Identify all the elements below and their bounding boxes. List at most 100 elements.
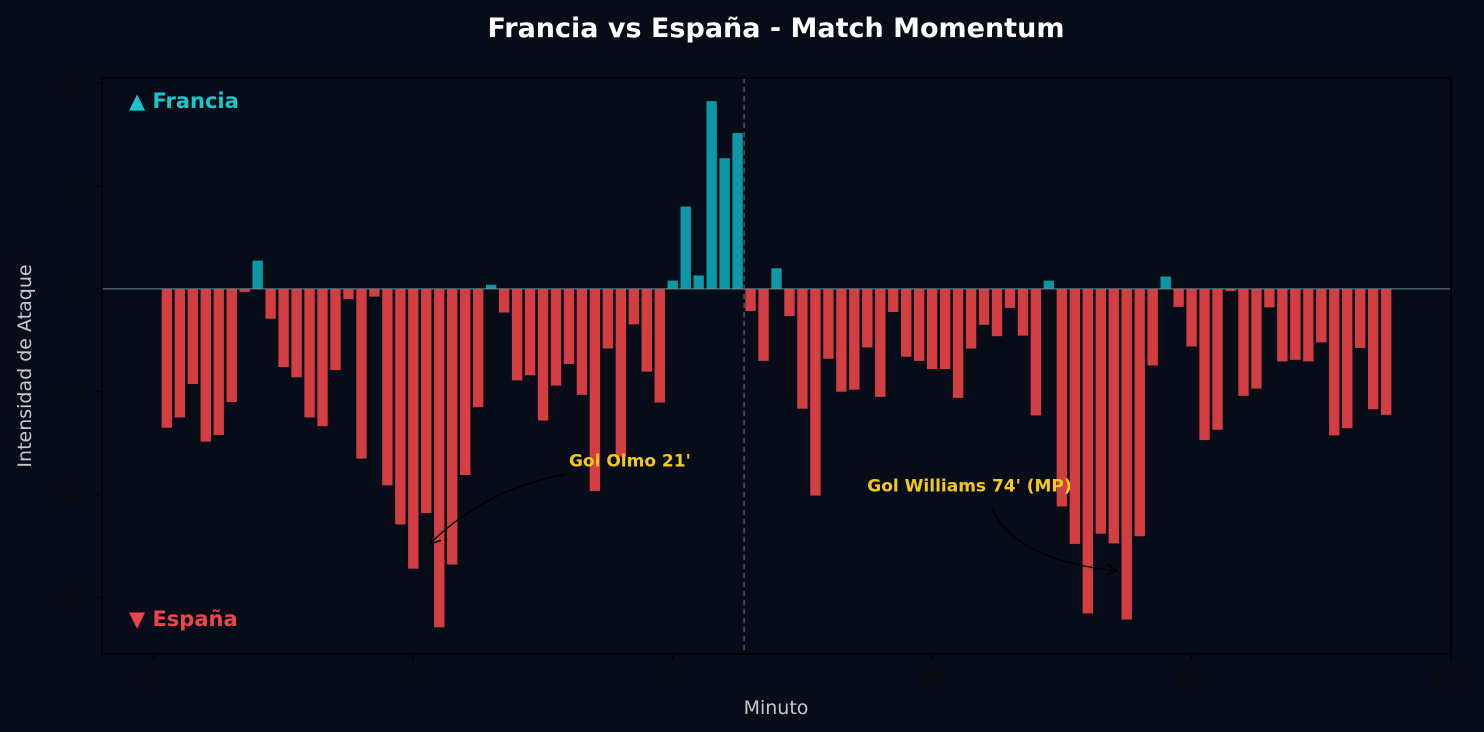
bar-minute-74 <box>1108 288 1119 544</box>
annotation-arrow-1 <box>991 509 1116 570</box>
bar-minute-60 <box>926 288 938 370</box>
bar-minute-24 <box>460 288 471 476</box>
bar-minute-76 <box>1134 288 1145 537</box>
bar-minute-9 <box>265 288 276 319</box>
bar-minute-22 <box>434 288 445 628</box>
bar-minute-87 <box>1277 288 1288 362</box>
bar-minute-69 <box>1043 280 1055 289</box>
annotations-group: Gol Olmo 21' Gol Williams 74' (MP) <box>430 451 1116 570</box>
bar-minute-92 <box>1342 288 1353 429</box>
bar-minute-78 <box>1160 276 1171 289</box>
bar-minute-58 <box>901 288 912 357</box>
legend-francia: ▲ Francia <box>129 89 239 113</box>
bar-minute-61 <box>939 288 951 370</box>
bar-minute-36 <box>615 288 627 457</box>
bars-group <box>161 101 1392 628</box>
bar-minute-95 <box>1380 288 1392 415</box>
bar-minute-85 <box>1251 288 1262 389</box>
annotation-label-0: Gol Olmo 21' <box>569 451 691 471</box>
bar-minute-35 <box>602 288 614 349</box>
bar-minute-1 <box>161 288 173 428</box>
bar-minute-16 <box>356 288 367 459</box>
bar-minute-28 <box>511 288 523 381</box>
bar-minute-15 <box>343 288 354 300</box>
bar-minute-39 <box>654 288 665 403</box>
bar-minute-31 <box>550 288 562 386</box>
bar-minute-88 <box>1290 288 1301 360</box>
annotation-arrow-0 <box>430 473 566 543</box>
bar-minute-86 <box>1264 288 1275 308</box>
x-tick-label-20: 20 <box>401 668 425 690</box>
bar-minute-13 <box>317 288 328 427</box>
bar-minute-27 <box>498 288 510 313</box>
y-tick-label--20: −20 <box>50 382 90 404</box>
bar-minute-71 <box>1069 288 1081 544</box>
bar-minute-32 <box>563 288 575 364</box>
bar-minute-19 <box>395 288 406 525</box>
bar-minute-4 <box>200 288 211 442</box>
y-tick-label-20: 20 <box>66 176 90 198</box>
bar-minute-49 <box>784 288 795 317</box>
bar-minute-56 <box>875 288 886 397</box>
y-tick-label--60: −60 <box>50 587 90 609</box>
chart-title: Francia vs España - Match Momentum <box>488 13 1065 44</box>
bar-minute-65 <box>991 288 1003 337</box>
bar-minute-23 <box>447 288 458 565</box>
x-tick-label-0: 0 <box>148 668 160 690</box>
bar-minute-8 <box>252 260 263 289</box>
bar-minute-38 <box>641 288 652 372</box>
legend-espana: ▼ España <box>129 607 238 631</box>
bar-minute-91 <box>1329 288 1340 436</box>
x-tick-label-40: 40 <box>661 668 685 690</box>
bar-minute-43 <box>706 101 717 289</box>
bar-minute-81 <box>1199 288 1210 441</box>
bar-minute-34 <box>589 288 601 491</box>
bar-minute-80 <box>1186 288 1197 347</box>
bar-minute-33 <box>576 288 588 395</box>
bar-minute-94 <box>1367 288 1379 410</box>
plot-frame <box>101 77 1452 655</box>
bar-minute-20 <box>408 288 419 569</box>
bar-minute-44 <box>719 158 730 289</box>
bar-minute-45 <box>732 133 743 289</box>
bar-minute-83 <box>1225 288 1236 291</box>
bar-minute-62 <box>952 288 964 398</box>
bar-minute-46 <box>745 288 756 311</box>
bar-minute-55 <box>862 288 873 348</box>
bar-minute-77 <box>1147 288 1158 366</box>
bar-minute-42 <box>693 275 704 289</box>
bar-minute-68 <box>1030 288 1042 416</box>
axis-ticks: 0 20 40 60 80 100 −60 −40 −20 0 20 40 <box>50 73 1469 690</box>
bar-minute-11 <box>291 288 302 378</box>
y-tick-label-40: 40 <box>66 73 90 95</box>
bar-minute-67 <box>1017 288 1029 336</box>
bar-minute-89 <box>1303 288 1314 362</box>
bar-minute-17 <box>369 288 380 297</box>
bar-minute-30 <box>537 288 549 421</box>
bar-minute-84 <box>1238 288 1249 396</box>
bar-minute-66 <box>1004 288 1016 308</box>
bar-minute-72 <box>1082 288 1093 614</box>
y-axis-label: Intensidad de Ataque <box>14 264 36 467</box>
bar-minute-48 <box>771 268 782 289</box>
bar-minute-10 <box>278 288 289 368</box>
bar-minute-6 <box>226 288 237 402</box>
bar-minute-14 <box>330 288 341 371</box>
bar-minute-25 <box>472 288 484 408</box>
x-tick-label-60: 60 <box>920 668 944 690</box>
bar-minute-51 <box>810 288 821 496</box>
bar-minute-59 <box>913 288 925 361</box>
bar-minute-41 <box>680 206 691 289</box>
bar-minute-79 <box>1173 288 1184 307</box>
bar-minute-57 <box>888 288 899 312</box>
bar-minute-2 <box>174 288 186 418</box>
bar-minute-5 <box>213 288 224 435</box>
bar-minute-29 <box>524 288 536 376</box>
bar-minute-54 <box>849 288 860 390</box>
bar-minute-18 <box>382 288 393 486</box>
bar-minute-73 <box>1095 288 1106 534</box>
bar-minute-70 <box>1056 288 1068 507</box>
bar-minute-75 <box>1121 288 1132 620</box>
bar-minute-82 <box>1212 288 1223 430</box>
